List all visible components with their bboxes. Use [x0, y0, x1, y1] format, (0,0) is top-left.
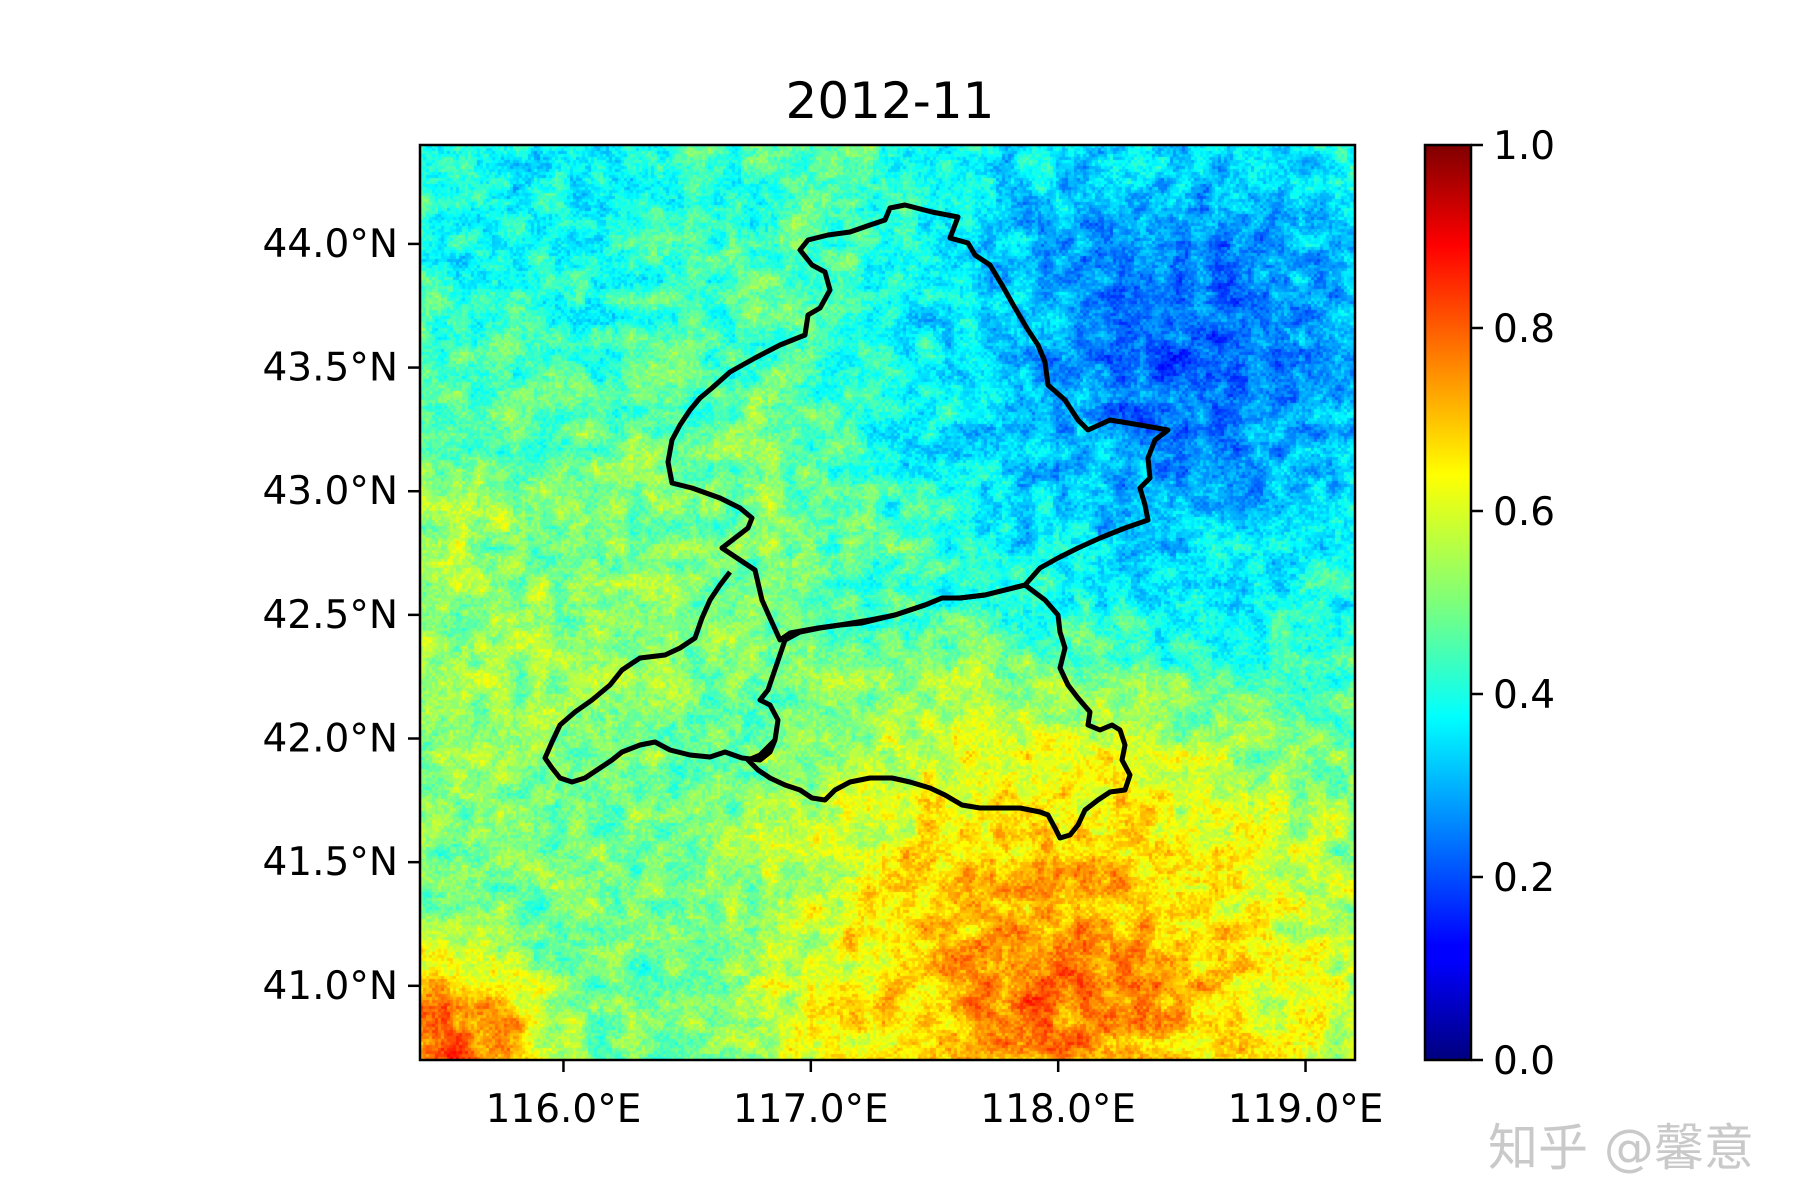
lon-tick-label: 118.0°E [980, 1087, 1136, 1132]
county-boundaries [542, 202, 1171, 841]
lat-tick-label: 44.0°N [262, 222, 398, 267]
colorbar-tick-label: 0.2 [1493, 856, 1555, 901]
colorbar-tick-label: 0.0 [1493, 1039, 1555, 1084]
lon-tick-label: 119.0°E [1228, 1087, 1384, 1132]
lat-tick-label: 42.5°N [262, 593, 398, 638]
colorbar-tick-label: 1.0 [1493, 124, 1555, 169]
colorbar-tick-label: 0.8 [1493, 307, 1555, 352]
lat-tick-label: 41.0°N [262, 964, 398, 1009]
colorbar-tick-label: 0.6 [1493, 490, 1555, 535]
colorbar [1423, 143, 1473, 1062]
lon-tick-label: 116.0°E [486, 1087, 642, 1132]
county-boundary-north [665, 202, 1171, 643]
county-boundary-west [542, 570, 788, 785]
longitude-axis: 116.0°E 117.0°E 118.0°E 119.0°E [486, 1060, 1384, 1132]
lat-tick-label: 41.5°N [262, 840, 398, 885]
lon-tick-label: 117.0°E [733, 1087, 889, 1132]
raster-map [420, 145, 1355, 1060]
colorbar-axis: 1.0 0.8 0.6 0.4 0.2 0.0 [1471, 124, 1555, 1084]
latitude-axis: 44.0°N 43.5°N 43.0°N 42.5°N 42.0°N 41.5°N 41.0… [262, 222, 420, 1009]
lat-tick-label: 43.0°N [262, 469, 398, 514]
lat-tick-label: 42.0°N [262, 717, 398, 762]
county-boundary-south [745, 582, 1133, 841]
map-frame [418, 143, 1357, 1062]
watermark: 知乎 @馨意 [1488, 1119, 1754, 1177]
colorbar-tick-label: 0.4 [1493, 673, 1555, 718]
map-title: 2012-11 [785, 72, 995, 130]
lat-tick-label: 43.5°N [262, 346, 398, 391]
